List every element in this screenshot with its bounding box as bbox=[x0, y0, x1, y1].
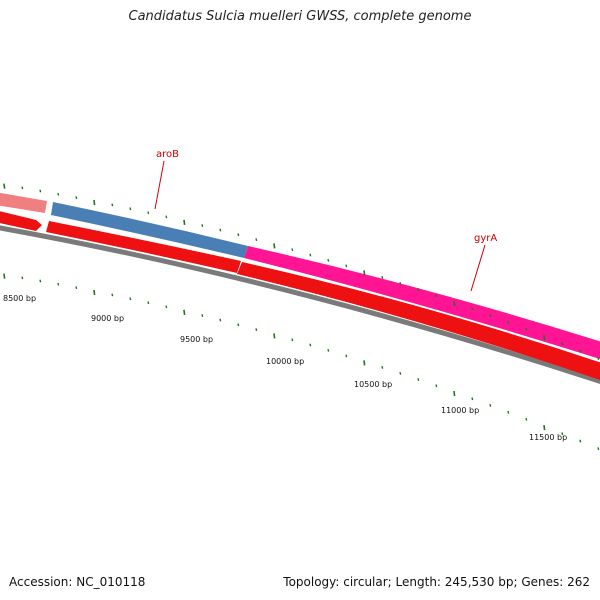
ruler-tick bbox=[471, 307, 474, 311]
ruler-tick bbox=[183, 309, 186, 315]
ruler-tick bbox=[57, 192, 60, 196]
accession-text: Accession: NC_010118 bbox=[9, 575, 146, 589]
ruler-tick bbox=[111, 293, 114, 297]
gene-gyra[interactable] bbox=[244, 246, 600, 360]
ruler-tick bbox=[237, 233, 240, 237]
ruler-tick bbox=[561, 342, 564, 346]
ruler-tick bbox=[273, 333, 276, 339]
ruler-tick bbox=[165, 215, 168, 219]
ruler-tick bbox=[525, 417, 528, 421]
ruler-tick bbox=[489, 314, 492, 317]
gene-label-arob[interactable]: aroB bbox=[156, 149, 179, 160]
ruler-tick bbox=[129, 297, 132, 301]
ruler-labels: 8500 bp 9000 bp 9500 bp 10000 bp 10500 b… bbox=[3, 294, 567, 442]
ruler-tick bbox=[255, 328, 258, 332]
map-title: Candidatus Sulcia muelleri GWSS, complet… bbox=[128, 9, 472, 24]
ruler-tick bbox=[111, 203, 114, 207]
ruler-tick bbox=[3, 183, 6, 189]
ruler-tick bbox=[309, 343, 312, 347]
ruler-tick bbox=[165, 305, 168, 309]
reverse-gene-left[interactable] bbox=[0, 210, 42, 231]
ruler-tick bbox=[183, 219, 186, 225]
ruler-label: 8500 bp bbox=[3, 294, 36, 303]
ruler-ticks bbox=[3, 183, 600, 451]
ruler-tick bbox=[579, 349, 582, 353]
ruler-tick bbox=[381, 366, 384, 369]
ruler-tick bbox=[147, 211, 150, 215]
ruler-tick bbox=[273, 243, 276, 249]
ruler-tick bbox=[597, 357, 600, 361]
ruler-tick bbox=[75, 286, 78, 290]
ruler-label: 9500 bp bbox=[180, 335, 213, 344]
ruler-tick bbox=[471, 397, 474, 401]
ruler-label: 11500 bp bbox=[529, 433, 567, 442]
ruler-tick bbox=[489, 404, 492, 407]
ruler-tick bbox=[327, 348, 330, 352]
ruler-tick bbox=[219, 228, 222, 232]
arob-leader-line bbox=[154, 160, 165, 210]
ruler-tick bbox=[561, 432, 564, 436]
gyra-leader-line bbox=[470, 244, 486, 292]
ruler-tick bbox=[525, 327, 528, 331]
ruler-tick bbox=[3, 273, 6, 279]
ruler-tick bbox=[417, 288, 420, 291]
ruler-tick bbox=[363, 270, 366, 276]
ruler-tick bbox=[453, 390, 456, 397]
ruler-tick bbox=[399, 282, 402, 285]
ruler-tick bbox=[543, 335, 546, 341]
ruler-tick bbox=[237, 323, 240, 327]
ruler-tick bbox=[291, 338, 294, 342]
ruler-tick bbox=[597, 447, 600, 451]
reverse-gene-arob-region[interactable] bbox=[46, 221, 241, 273]
gene-arob[interactable] bbox=[51, 202, 248, 258]
ruler-tick bbox=[507, 320, 510, 324]
ruler-tick bbox=[93, 289, 96, 296]
ruler-tick bbox=[75, 196, 78, 200]
ruler-tick bbox=[21, 186, 24, 190]
ruler-tick bbox=[39, 189, 42, 193]
ruler-tick bbox=[291, 248, 294, 252]
ruler-tick bbox=[345, 264, 348, 268]
forward-gene-left[interactable] bbox=[0, 192, 47, 213]
gene-label-gyra[interactable]: gyrA bbox=[474, 233, 497, 244]
ruler-tick bbox=[201, 224, 204, 227]
ruler-tick bbox=[435, 294, 438, 298]
ruler-label: 9000 bp bbox=[91, 314, 124, 323]
ruler-tick bbox=[219, 318, 222, 322]
ruler-tick bbox=[417, 378, 420, 381]
ruler-tick bbox=[507, 410, 510, 414]
ruler-tick bbox=[327, 258, 330, 262]
genome-backbone bbox=[0, 225, 600, 385]
ruler-tick bbox=[399, 372, 402, 375]
ruler-tick bbox=[201, 314, 204, 317]
ruler-tick bbox=[57, 282, 60, 286]
reverse-gene-gyra-region[interactable] bbox=[237, 262, 600, 381]
ruler-tick bbox=[21, 276, 24, 280]
ruler-tick bbox=[381, 276, 384, 279]
ruler-label: 11000 bp bbox=[441, 406, 479, 415]
ruler-tick bbox=[309, 253, 312, 257]
ruler-tick bbox=[435, 384, 438, 388]
ruler-tick bbox=[579, 439, 582, 443]
ruler-tick bbox=[345, 354, 348, 358]
ruler-tick bbox=[93, 199, 96, 206]
ruler-tick bbox=[543, 425, 546, 431]
ruler-tick bbox=[363, 360, 366, 366]
ruler-label: 10000 bp bbox=[266, 357, 304, 366]
ruler-tick bbox=[147, 301, 150, 305]
ruler-tick bbox=[129, 207, 132, 211]
ruler-tick bbox=[39, 279, 42, 283]
ruler-tick bbox=[255, 238, 258, 242]
genome-summary: Topology: circular; Length: 245,530 bp; … bbox=[283, 575, 590, 589]
ruler-label: 10500 bp bbox=[354, 380, 392, 389]
ruler-tick bbox=[453, 300, 456, 307]
